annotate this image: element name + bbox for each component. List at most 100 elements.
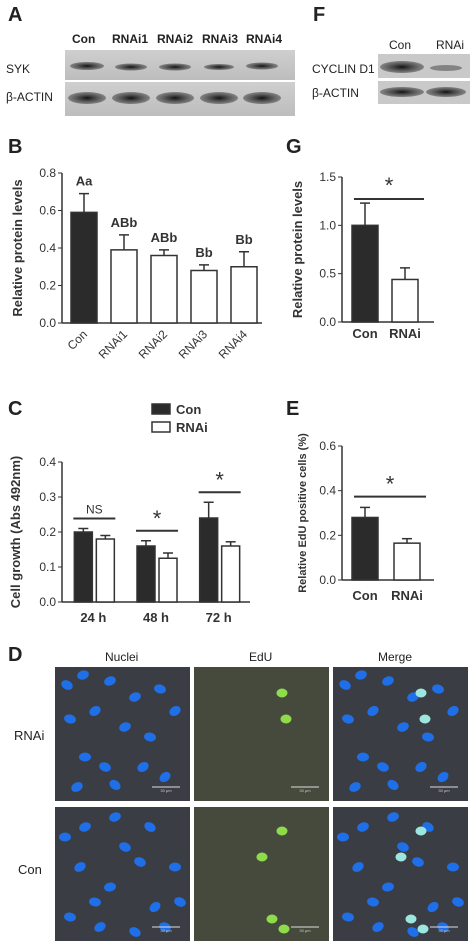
nucleus-0-2-9 <box>422 732 434 742</box>
chart-e-xtick-label-0: Con <box>352 588 377 603</box>
edu-cell-0-2-0 <box>415 688 427 698</box>
chart-b-bar-3 <box>190 269 218 324</box>
nucleus-1-0-3 <box>64 912 76 922</box>
chart-c-bar-1-1 <box>158 557 178 603</box>
chart-b-xtick-label-4: RNAi4 <box>216 327 251 362</box>
nucleus-0-0-7 <box>89 706 101 716</box>
nucleus-0-2-15 <box>437 771 449 783</box>
micro-panel-1-1 <box>194 807 329 941</box>
blot-f-image <box>378 54 470 104</box>
nucleus-0-0-8 <box>119 722 131 732</box>
micro-panel-0-2 <box>333 667 468 801</box>
chart-g-ytick-label-2: 1.0 <box>319 218 336 232</box>
chart-c-xtick-label-2: 72 h <box>206 610 232 625</box>
nucleus-1-2-14 <box>452 897 464 907</box>
chart-c-ytick-label-0: 0.0 <box>39 595 56 609</box>
edu-cell-1-2-1 <box>395 852 407 862</box>
chart-e-significance: * <box>386 472 395 497</box>
nucleus-0-2-1 <box>355 670 367 680</box>
nucleus-0-0-9 <box>144 732 156 742</box>
chart-b-xtick-label-0: Con <box>65 327 90 352</box>
chart-e-ytick-label-0: 0.0 <box>319 573 336 587</box>
nucleus-1-2-2 <box>367 897 379 907</box>
chart-c-significance-1: * <box>153 506 162 531</box>
row-label-rnai: RNAi <box>14 728 45 743</box>
chart-e-ytick-label-3: 0.6 <box>319 439 336 453</box>
nucleus-1-2-10 <box>372 922 384 932</box>
chart-e-bar-0 <box>351 516 379 581</box>
chart-b-ytick-label-4: 0.8 <box>39 166 56 180</box>
chart-c-y-axis-label: Cell growth (Abs 492nm) <box>8 456 23 608</box>
nucleus-0-0-1 <box>77 670 89 680</box>
edu-cell-0-2-1 <box>419 714 431 724</box>
scale-bar-label-1-1: 30 μm <box>299 928 311 933</box>
chart-g-y-axis-label: Relative protein levels <box>290 181 305 318</box>
scale-bar-label-0-1: 30 μm <box>299 788 311 793</box>
chart-c-bar-0-2 <box>198 517 219 603</box>
chart-c-ytick-label-1: 0.1 <box>39 560 56 574</box>
nucleus-0-0-5 <box>169 706 181 716</box>
chart-c-xtick-label-0: 24 h <box>80 610 106 625</box>
blot-f-lane-0: Con <box>389 38 412 52</box>
blot-a-lane-2: RNAi2 <box>157 32 194 46</box>
nucleus-0-0-14 <box>137 762 149 772</box>
chart-g: 0.0 0.5 1.0 1.5 Relative protein levels Con RN… <box>290 170 434 341</box>
nucleus-1-2-8 <box>427 901 439 913</box>
chart-e: 0.0 0.2 0.4 0.6 Relative EdU positive cells … <box>297 433 434 603</box>
chart-c-ytick-label-3: 0.3 <box>39 490 56 504</box>
chart-e-ytick-label-1: 0.2 <box>319 528 336 542</box>
blot-f-row-0: CYCLIN D1 <box>312 62 375 76</box>
nucleus-1-0-8 <box>149 901 161 913</box>
nucleus-0-2-2 <box>382 676 394 686</box>
panel-c-label: C <box>8 398 23 420</box>
chart-b-ytick-label-2: 0.4 <box>39 241 56 255</box>
nucleus-0-2-8 <box>397 722 409 732</box>
chart-c-significance-2: * <box>215 467 224 492</box>
chart-c-ytick-label-4: 0.4 <box>39 455 56 469</box>
chart-b-ytick-label-1: 0.2 <box>39 279 56 293</box>
nucleus-0-0-12 <box>71 782 83 792</box>
chart-g-xtick-label-0: Con <box>352 326 377 341</box>
chart-b-xtick-label-3: RNAi3 <box>176 327 211 362</box>
nucleus-0-0-10 <box>79 752 91 762</box>
nucleus-0-2-13 <box>387 779 399 791</box>
panel-e-label: E <box>286 398 300 420</box>
nucleus-1-0-10 <box>94 922 106 932</box>
chart-e-xtick-label-1: RNAi <box>391 588 423 603</box>
nucleus-1-0-7 <box>169 862 181 872</box>
nucleus-1-0-15 <box>134 857 146 867</box>
chart-b-annotation-4: Bb <box>235 232 252 247</box>
nucleus-0-2-12 <box>349 782 361 792</box>
nucleus-1-0-11 <box>109 812 121 822</box>
nucleus-1-0-6 <box>144 822 156 832</box>
nucleus-0-2-4 <box>432 684 444 694</box>
nucleus-1-2-9 <box>407 927 419 937</box>
edu-cell-0-1-0 <box>276 688 288 698</box>
nucleus-1-2-11 <box>387 812 399 822</box>
micro-panel-1-0 <box>55 807 190 941</box>
panel-a-label: A <box>8 4 23 26</box>
chart-c-ytick-label-2: 0.2 <box>39 525 56 539</box>
blot-f-lane-1: RNAi <box>436 38 465 52</box>
micro-panel-0-1 <box>194 667 329 801</box>
chart-c-bar-0-0 <box>73 531 94 603</box>
chart-b-bar-2 <box>150 254 178 324</box>
blot-a-lane-4: RNAi4 <box>246 32 283 46</box>
chart-c-bar-1-0 <box>95 538 116 603</box>
panel-d-label: D <box>8 644 23 666</box>
panel-g-label: G <box>286 136 302 158</box>
blot-f-row-1: β-ACTIN <box>312 86 359 100</box>
nucleus-0-2-7 <box>367 706 379 716</box>
nucleus-1-0-4 <box>104 882 116 892</box>
nucleus-0-0-11 <box>99 762 111 772</box>
blot-a-image <box>65 50 295 116</box>
micro-panel-0-0 <box>55 667 190 801</box>
edu-cell-1-2-3 <box>417 924 429 934</box>
chart-g-ytick-label-0: 0.0 <box>319 315 336 329</box>
nucleus-0-2-0 <box>339 680 351 690</box>
chart-c-bar-0-1 <box>136 545 156 603</box>
scale-bar-label-1-0: 30 μm <box>160 928 172 933</box>
chart-b-ytick-label-3: 0.6 <box>39 204 56 218</box>
chart-c-legend-label-1: RNAi <box>176 420 208 435</box>
panel-b-label: B <box>8 136 23 158</box>
